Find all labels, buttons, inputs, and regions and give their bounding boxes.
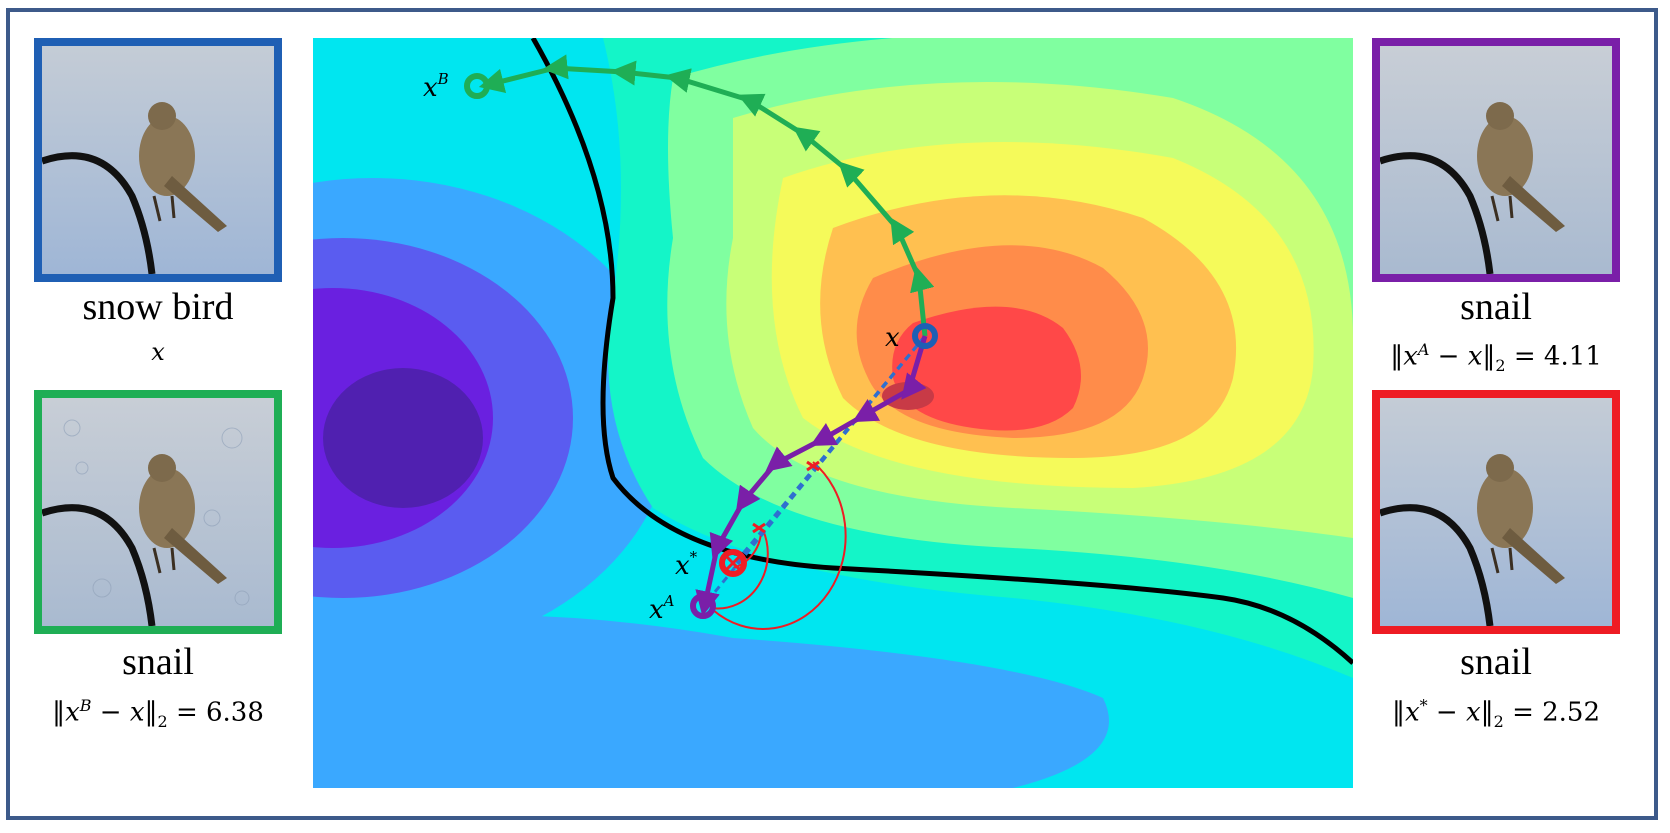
label-xstar: x* — [675, 548, 698, 581]
adv-star-image-panel — [1372, 390, 1620, 634]
loss-landscape: x xB xA x* — [313, 38, 1353, 788]
warm-contour-7 — [892, 306, 1081, 431]
point-x — [912, 323, 938, 349]
adv-a-class-label: snail — [1460, 286, 1532, 328]
point-xstar-cross — [725, 555, 741, 571]
original-class-label: snow bird — [82, 286, 234, 328]
point-xA — [690, 593, 716, 619]
adv-b-image-panel — [34, 390, 282, 634]
adv-star-norm-label: ‖x* − x‖2 = 2.52 — [1391, 696, 1601, 731]
bird-image-perturbed-a — [1380, 46, 1612, 274]
green-path — [478, 54, 935, 337]
adv-star-class-label: snail — [1460, 641, 1532, 683]
original-var-label: x — [151, 338, 165, 366]
label-xB: xB — [423, 70, 449, 103]
adv-a-image-panel — [1372, 38, 1620, 282]
cold-tongue — [313, 615, 1109, 788]
bird-image — [42, 46, 274, 274]
label-xA: xA — [649, 592, 675, 625]
purple-path — [695, 335, 928, 617]
point-xB — [464, 73, 490, 99]
label-x: x — [885, 323, 900, 353]
figure-frame — [6, 8, 1658, 820]
bird-image-perturbed-b — [42, 398, 274, 626]
adv-a-norm-label: ‖xA − x‖2 = 4.11 — [1390, 340, 1602, 375]
cold-contour-4 — [323, 368, 483, 508]
adv-b-class-label: snail — [122, 641, 194, 683]
adv-b-norm-label: ‖xB − x‖2 = 6.38 — [52, 696, 264, 731]
bird-image-perturbed-star — [1380, 398, 1612, 626]
original-image-panel — [34, 38, 282, 282]
point-xstar — [719, 549, 747, 577]
